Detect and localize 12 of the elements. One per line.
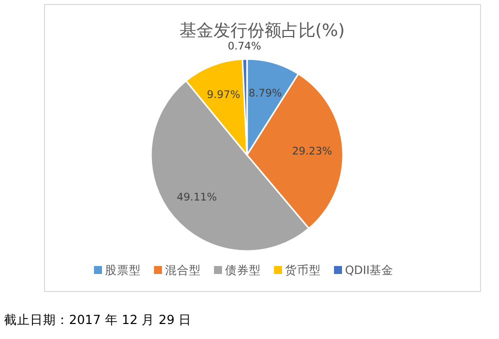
- chart-title: 基金发行份额占比(%): [179, 21, 345, 41]
- legend-label: 货币型: [285, 263, 321, 277]
- legend-label: QDII基金: [345, 263, 394, 277]
- legend-label: 股票型: [105, 263, 141, 277]
- legend-label: 债券型: [225, 263, 261, 277]
- text: 截止日期：2017 年 12 月 29 日: [4, 312, 192, 327]
- data-label: 8.79%: [248, 87, 282, 100]
- data-label: 29.23%: [292, 146, 332, 158]
- data-label: 49.11%: [176, 192, 217, 204]
- data-label: 9.97%: [206, 89, 240, 102]
- legend-label: 混合型: [165, 263, 201, 277]
- data-label: 0.74%: [228, 40, 262, 53]
